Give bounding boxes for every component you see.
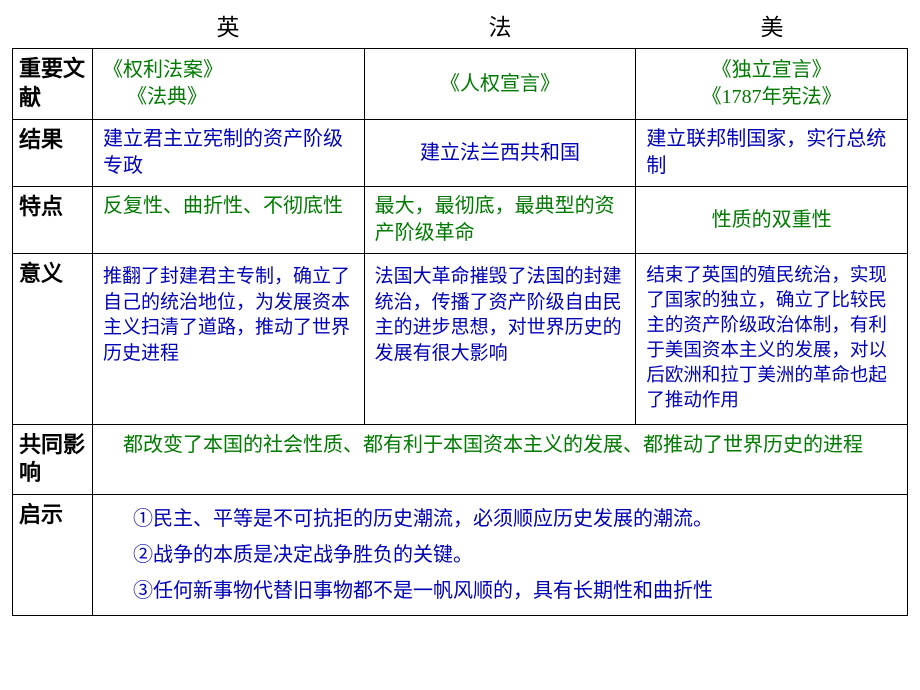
cell-documents-us: 《独立宣言》 《1787年宪法》 [636, 49, 908, 120]
cell-common: 都改变了本国的社会性质、都有利于本国资本主义的发展、都推动了世界历史的进程 [93, 424, 908, 494]
lesson-line1: ①民主、平等是不可抗拒的历史潮流，必须顺应历史发展的潮流。 [133, 501, 897, 537]
cell-documents-fr: 《人权宣言》 [364, 49, 636, 120]
row-meaning: 意义 推翻了封建君主专制，确立了自己的统治地位，为发展资本主义扫清了道路，推动了… [13, 254, 908, 425]
documents-us-line2: 《1787年宪法》 [646, 84, 897, 111]
label-feature: 特点 [13, 187, 93, 254]
row-result: 结果 建立君主立宪制的资产阶级专政 建立法兰西共和国 建立联邦制国家，实行总统制 [13, 120, 908, 187]
lesson-line2: ②战争的本质是决定战争胜负的关键。 [133, 537, 897, 573]
header-uk: 英 [92, 6, 364, 44]
comparison-table-container: 英 法 美 重要文献 《权利法案》 《法典》 《人权宣言》 《独立宣言》 《17… [0, 0, 920, 622]
country-header-row: 英 法 美 [12, 6, 908, 44]
cell-result-fr: 建立法兰西共和国 [364, 120, 636, 187]
cell-lesson: ①民主、平等是不可抗拒的历史潮流，必须顺应历史发展的潮流。 ②战争的本质是决定战… [93, 495, 908, 616]
header-fr: 法 [364, 6, 636, 44]
label-common: 共同影响 [13, 424, 93, 494]
cell-feature-uk: 反复性、曲折性、不彻底性 [93, 187, 365, 254]
cell-result-uk: 建立君主立宪制的资产阶级专政 [93, 120, 365, 187]
row-lesson: 启示 ①民主、平等是不可抗拒的历史潮流，必须顺应历史发展的潮流。 ②战争的本质是… [13, 495, 908, 616]
header-us: 美 [636, 6, 908, 44]
cell-feature-fr: 最大，最彻底，最典型的资产阶级革命 [364, 187, 636, 254]
documents-uk-line1: 《权利法案》 [103, 57, 354, 84]
comparison-table: 重要文献 《权利法案》 《法典》 《人权宣言》 《独立宣言》 《1787年宪法》… [12, 48, 908, 616]
label-documents: 重要文献 [13, 49, 93, 120]
label-lesson: 启示 [13, 495, 93, 616]
row-feature: 特点 反复性、曲折性、不彻底性 最大，最彻底，最典型的资产阶级革命 性质的双重性 [13, 187, 908, 254]
lesson-line3: ③任何新事物代替旧事物都不是一帆风顺的，具有长期性和曲折性 [133, 573, 897, 609]
cell-meaning-fr: 法国大革命摧毁了法国的封建统治，传播了资产阶级自由民主的进步思想，对世界历史的发… [364, 254, 636, 425]
label-result: 结果 [13, 120, 93, 187]
cell-result-us: 建立联邦制国家，实行总统制 [636, 120, 908, 187]
row-common: 共同影响 都改变了本国的社会性质、都有利于本国资本主义的发展、都推动了世界历史的… [13, 424, 908, 494]
label-meaning: 意义 [13, 254, 93, 425]
documents-uk-line2: 《法典》 [103, 84, 354, 111]
row-documents: 重要文献 《权利法案》 《法典》 《人权宣言》 《独立宣言》 《1787年宪法》 [13, 49, 908, 120]
header-spacer [12, 6, 92, 44]
documents-us-line1: 《独立宣言》 [646, 57, 897, 84]
cell-meaning-uk: 推翻了封建君主专制，确立了自己的统治地位，为发展资本主义扫清了道路，推动了世界历… [93, 254, 365, 425]
cell-meaning-us: 结束了英国的殖民统治，实现了国家的独立，确立了比较民主的资产阶级政治体制，有利于… [636, 254, 908, 425]
cell-documents-uk: 《权利法案》 《法典》 [93, 49, 365, 120]
cell-feature-us: 性质的双重性 [636, 187, 908, 254]
